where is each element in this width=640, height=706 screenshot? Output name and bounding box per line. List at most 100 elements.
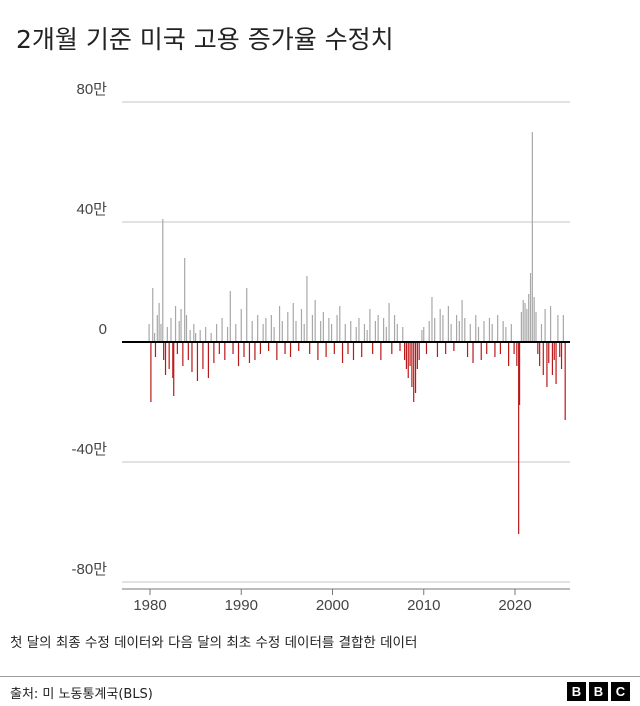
y-tick-label: 0 — [99, 321, 107, 338]
bar-positive — [265, 318, 267, 342]
bar-negative — [409, 342, 411, 366]
bar-positive — [295, 321, 297, 342]
bar-positive — [383, 318, 385, 342]
bar-positive — [311, 315, 314, 342]
bar-positive — [421, 330, 423, 342]
bar-positive — [270, 315, 272, 342]
bar-negative — [213, 342, 215, 363]
bar-positive — [336, 315, 338, 342]
bar-negative — [480, 342, 482, 360]
bar-negative — [403, 342, 406, 360]
x-axis: 1980 1990 2000 2010 2020 — [122, 588, 570, 614]
bar-negative — [466, 342, 469, 357]
bar-negative — [436, 342, 439, 357]
x-tick-label: 1990 — [225, 597, 258, 614]
bar-positive — [442, 315, 444, 342]
bars — [148, 132, 566, 534]
bar-negative — [154, 342, 157, 357]
bar-negative — [407, 342, 409, 378]
bar-positive — [377, 315, 379, 342]
bar-positive — [185, 315, 188, 342]
bar-positive — [281, 321, 283, 342]
bar-positive — [439, 309, 441, 342]
bar-positive — [450, 324, 452, 342]
bar-positive — [363, 324, 366, 342]
bar-positive — [358, 318, 360, 342]
bar-positive — [273, 327, 275, 342]
bar-positive — [160, 324, 162, 342]
bar-positive — [428, 321, 430, 342]
bar-positive — [535, 312, 537, 342]
bar-negative — [176, 342, 178, 354]
bar-negative — [284, 342, 286, 354]
bar-positive — [350, 321, 352, 342]
bar-positive — [544, 309, 546, 342]
bar-negative — [187, 342, 189, 360]
bar-positive — [330, 324, 333, 342]
bar-positive — [355, 327, 357, 342]
bar-negative — [254, 342, 256, 360]
bar-negative — [445, 342, 447, 354]
bar-positive — [475, 315, 477, 342]
bar-positive — [366, 330, 368, 342]
bar-negative — [164, 342, 167, 375]
bar-positive — [562, 315, 564, 342]
bar-positive — [158, 303, 160, 342]
bar-positive — [184, 258, 186, 342]
bar-negative — [232, 342, 234, 354]
bbc-logo: B B C — [567, 682, 630, 701]
bar-positive — [396, 324, 398, 342]
bar-negative — [405, 342, 408, 369]
bar-positive — [226, 327, 229, 342]
bar-positive — [344, 324, 346, 342]
bar-positive — [153, 333, 156, 342]
bar-positive — [533, 297, 535, 342]
bar-positive — [278, 306, 281, 342]
bar-negative — [243, 342, 245, 357]
bar-positive — [385, 327, 387, 342]
bar-negative — [425, 342, 428, 354]
y-tick-label: -80만 — [72, 561, 108, 578]
bar-positive — [528, 294, 530, 342]
bar-negative — [372, 342, 374, 354]
bar-negative — [163, 342, 165, 360]
bar-positive — [300, 309, 303, 342]
chart-title: 2개월 기준 미국 고용 증가율 수정치 — [16, 25, 394, 54]
bar-negative — [237, 342, 240, 366]
x-tick-label: 2020 — [498, 597, 531, 614]
bar-positive — [328, 318, 330, 342]
bar-positive — [434, 318, 436, 342]
bar-negative — [333, 342, 335, 354]
bar-negative — [172, 342, 174, 378]
bar-positive — [469, 324, 471, 342]
y-tick-label: -40만 — [72, 441, 108, 458]
bar-negative — [414, 342, 417, 393]
y-tick-label: 40만 — [77, 201, 108, 218]
bar-negative — [268, 342, 270, 351]
bar-positive — [257, 315, 259, 342]
bar-negative — [555, 342, 557, 384]
bar-positive — [524, 303, 526, 342]
bar-negative — [472, 342, 474, 363]
bar-negative — [411, 342, 413, 387]
bar-positive — [156, 315, 158, 342]
bar-negative — [207, 342, 209, 378]
bar-negative — [298, 342, 300, 351]
bar-positive — [520, 312, 522, 342]
logo-letter: C — [611, 682, 630, 701]
bar-positive — [152, 288, 154, 342]
bar-positive — [195, 333, 197, 342]
bar-negative — [259, 342, 262, 354]
bar-negative — [150, 342, 152, 402]
bar-positive — [393, 315, 396, 342]
bar-positive — [322, 312, 324, 342]
bar-negative — [361, 342, 363, 357]
bar-positive — [287, 312, 289, 342]
bar-positive — [549, 306, 552, 342]
x-tick-label: 2010 — [407, 597, 440, 614]
bar-positive — [488, 318, 491, 342]
bar-negative — [542, 342, 544, 375]
bar-positive — [388, 303, 390, 342]
bar-positive — [240, 309, 242, 342]
bar-positive — [221, 318, 223, 342]
